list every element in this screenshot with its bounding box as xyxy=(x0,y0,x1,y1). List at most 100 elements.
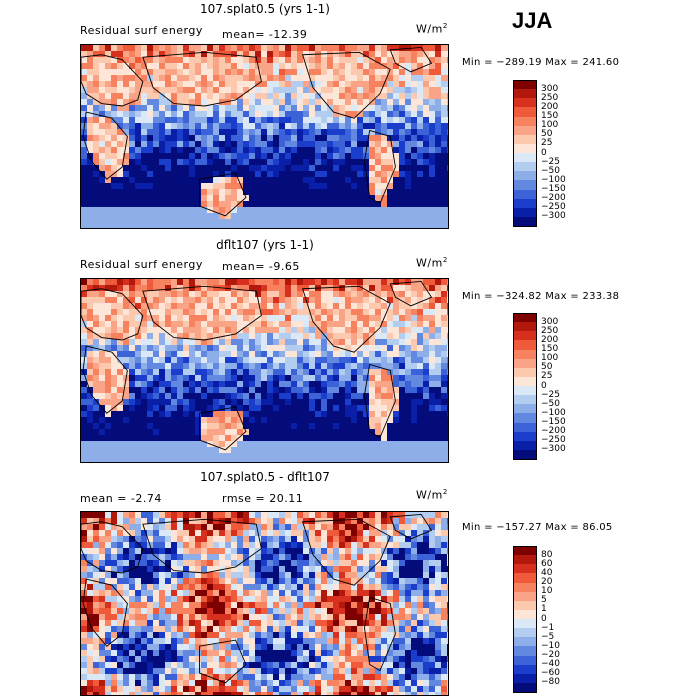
field-cell xyxy=(237,453,244,460)
field-cell xyxy=(441,195,448,202)
field-cell xyxy=(375,369,382,376)
field-cell xyxy=(81,345,88,352)
field-cell xyxy=(375,93,382,100)
field-cell xyxy=(393,423,400,430)
colorbar-swatch xyxy=(513,367,537,378)
field-cell xyxy=(171,111,178,118)
field-cell xyxy=(393,441,400,448)
field-cell xyxy=(129,297,136,304)
field-cell xyxy=(225,339,232,346)
field-cell xyxy=(171,279,178,286)
field-cell xyxy=(105,111,112,118)
field-cell xyxy=(387,225,394,228)
field-cell xyxy=(369,201,376,208)
field-cell xyxy=(111,345,118,352)
field-cell xyxy=(93,614,100,621)
field-cell xyxy=(93,399,100,406)
field-cell xyxy=(285,435,292,442)
field-cell xyxy=(219,93,226,100)
field-cell xyxy=(285,183,292,190)
field-cell xyxy=(357,542,364,549)
field-cell xyxy=(123,87,130,94)
field-cell xyxy=(243,548,250,555)
field-cell xyxy=(87,566,94,573)
field-cell xyxy=(213,459,220,462)
field-cell xyxy=(255,602,262,609)
field-cell xyxy=(447,375,448,382)
field-cell xyxy=(261,327,268,334)
field-cell xyxy=(267,171,274,178)
field-cell xyxy=(171,45,178,52)
field-cell xyxy=(177,291,184,298)
field-cell xyxy=(315,141,322,148)
field-cell xyxy=(327,147,334,154)
field-cell xyxy=(195,393,202,400)
field-cell xyxy=(351,459,358,462)
field-cell xyxy=(255,518,262,525)
field-cell xyxy=(141,542,148,549)
field-cell xyxy=(321,195,328,202)
field-cell xyxy=(357,572,364,579)
field-cell xyxy=(303,584,310,591)
field-cell xyxy=(135,219,142,226)
field-cell xyxy=(165,309,172,316)
field-cell xyxy=(135,423,142,430)
field-cell xyxy=(249,375,256,382)
field-cell xyxy=(195,303,202,310)
field-cell xyxy=(237,369,244,376)
field-cell xyxy=(201,135,208,142)
colorbar-swatch xyxy=(513,395,537,405)
field-cell xyxy=(261,45,268,52)
field-cell xyxy=(333,351,340,358)
field-cell xyxy=(429,435,436,442)
field-cell xyxy=(141,369,148,376)
field-cell xyxy=(135,518,142,525)
field-cell xyxy=(117,225,124,228)
field-cell xyxy=(393,303,400,310)
field-cell xyxy=(147,315,154,322)
field-cell xyxy=(357,423,364,430)
field-cell xyxy=(165,387,172,394)
field-cell xyxy=(279,225,286,228)
field-cell xyxy=(411,375,418,382)
field-cell xyxy=(303,411,310,418)
field-cell xyxy=(417,165,424,172)
field-cell xyxy=(189,566,196,573)
field-cell xyxy=(375,566,382,573)
field-cell xyxy=(405,387,412,394)
field-cell xyxy=(231,291,238,298)
field-cell xyxy=(273,417,280,424)
field-cell xyxy=(117,524,124,531)
field-cell xyxy=(129,147,136,154)
field-cell xyxy=(321,99,328,106)
field-cell xyxy=(135,345,142,352)
field-cell xyxy=(219,207,226,214)
field-cell xyxy=(435,453,442,460)
field-cell xyxy=(297,141,304,148)
field-cell xyxy=(273,117,280,124)
field-cell xyxy=(429,357,436,364)
field-cell xyxy=(189,159,196,166)
field-cell xyxy=(423,207,430,214)
field-cell xyxy=(195,369,202,376)
field-cell xyxy=(435,333,442,340)
field-cell xyxy=(357,512,364,519)
field-cell xyxy=(399,375,406,382)
field-cell xyxy=(333,45,340,52)
field-cell xyxy=(201,375,208,382)
field-cell xyxy=(357,405,364,412)
field-cell xyxy=(153,129,160,136)
field-cell xyxy=(165,213,172,220)
field-cell xyxy=(129,399,136,406)
field-cell xyxy=(441,87,448,94)
field-cell xyxy=(117,99,124,106)
field-cell xyxy=(447,147,448,154)
field-cell xyxy=(225,429,232,436)
field-cell xyxy=(447,435,448,442)
field-cell xyxy=(429,279,436,286)
field-cell xyxy=(411,285,418,292)
field-cell xyxy=(213,512,220,519)
field-cell xyxy=(297,435,304,442)
field-cell xyxy=(123,309,130,316)
field-cell xyxy=(177,279,184,286)
